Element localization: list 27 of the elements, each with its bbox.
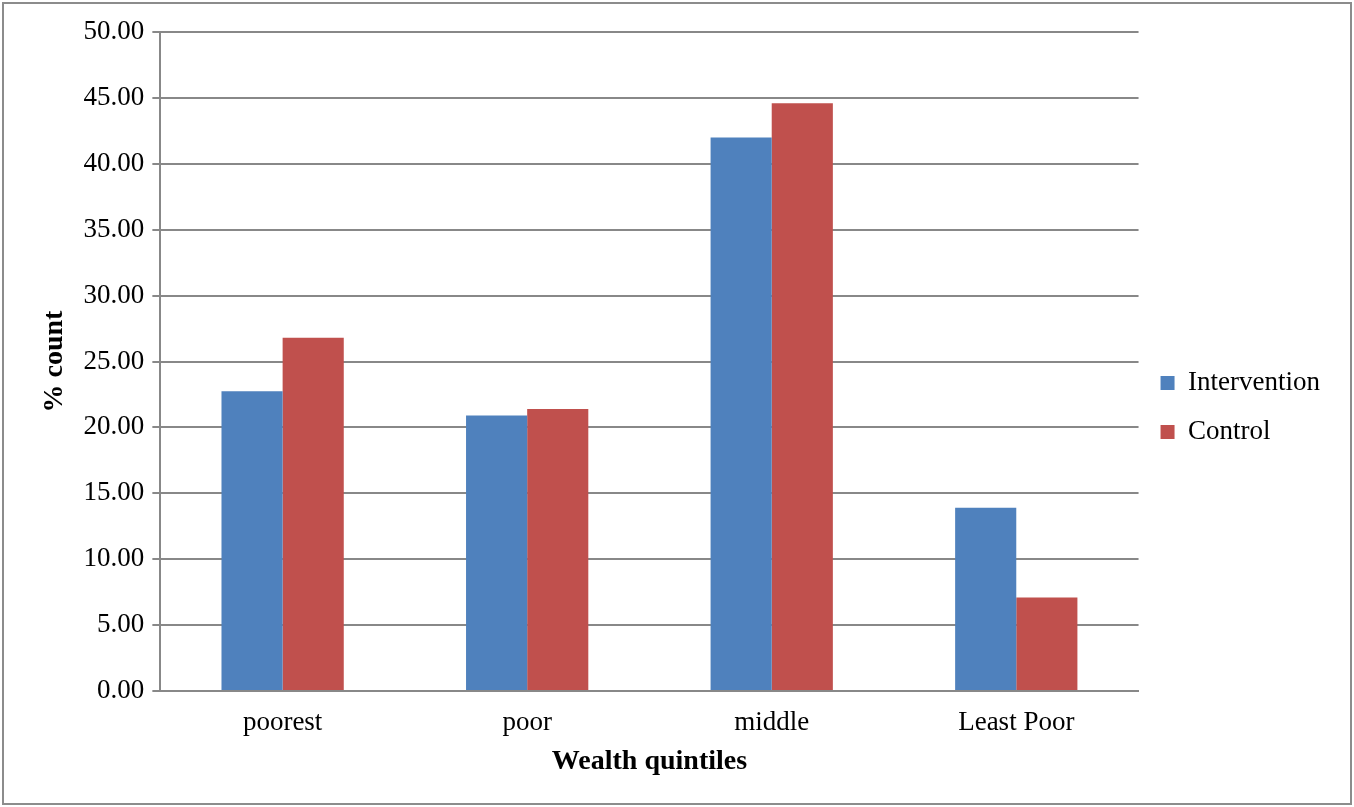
legend-label: Control: [1188, 415, 1271, 446]
y-tick-label: 45.00: [83, 80, 145, 111]
bar: [955, 507, 1017, 690]
x-tick-label: poor: [502, 706, 552, 737]
y-tick-label: 30.00: [83, 278, 145, 309]
bar: [221, 391, 283, 690]
y-tick-label: 20.00: [83, 410, 145, 441]
y-tick-label: 35.00: [83, 212, 145, 243]
y-axis-title: % count: [37, 309, 69, 413]
y-tick-label: 5.00: [97, 608, 145, 639]
x-tick-label: middle: [734, 706, 810, 737]
y-tick-label: 25.00: [83, 344, 145, 375]
y-tick-label: 15.00: [83, 476, 145, 507]
bar: [1016, 597, 1078, 690]
bar: [527, 408, 589, 690]
y-tick-label: 50.00: [83, 15, 145, 46]
bar: [466, 415, 528, 690]
y-tick-label: 40.00: [83, 146, 145, 177]
y-tick-label: 0.00: [97, 674, 145, 705]
bar: [771, 103, 833, 690]
x-axis-title: Wealth quintiles: [551, 744, 748, 776]
bar: [282, 337, 344, 690]
y-tick-label: 10.00: [83, 542, 145, 573]
x-tick-label: poorest: [242, 706, 323, 737]
bar: [710, 137, 772, 690]
x-tick-label: Least Poor: [958, 706, 1075, 737]
legend-label: Intervention: [1188, 366, 1321, 397]
